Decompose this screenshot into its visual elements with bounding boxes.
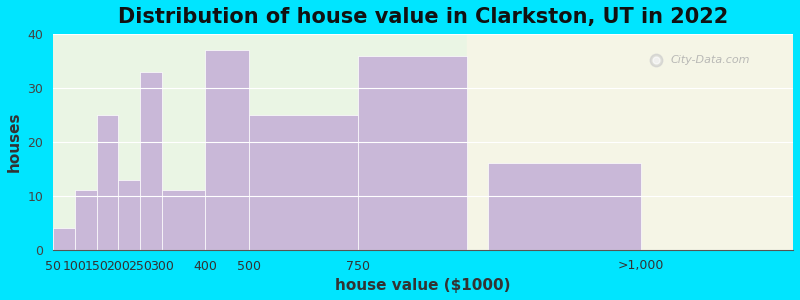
X-axis label: house value ($1000): house value ($1000) — [335, 278, 511, 293]
Bar — [140, 72, 162, 250]
Bar — [118, 180, 140, 250]
Y-axis label: houses: houses — [7, 112, 22, 172]
Title: Distribution of house value in Clarkston, UT in 2022: Distribution of house value in Clarkston… — [118, 7, 728, 27]
Bar — [75, 190, 97, 250]
Bar — [466, 34, 793, 250]
Bar — [206, 50, 249, 250]
Bar — [53, 228, 75, 250]
Bar — [162, 190, 206, 250]
Bar — [97, 115, 118, 250]
Bar — [249, 115, 358, 250]
Text: City-Data.com: City-Data.com — [671, 55, 750, 65]
Bar — [488, 164, 641, 250]
Bar — [358, 56, 466, 250]
